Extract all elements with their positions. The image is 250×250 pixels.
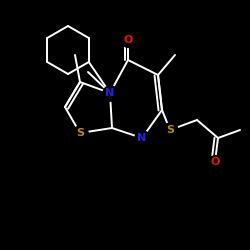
Text: N: N [138, 133, 146, 143]
Text: O: O [210, 157, 220, 167]
Text: O: O [123, 35, 133, 45]
Text: N: N [106, 88, 114, 98]
Text: S: S [166, 125, 174, 135]
Text: S: S [76, 128, 84, 138]
